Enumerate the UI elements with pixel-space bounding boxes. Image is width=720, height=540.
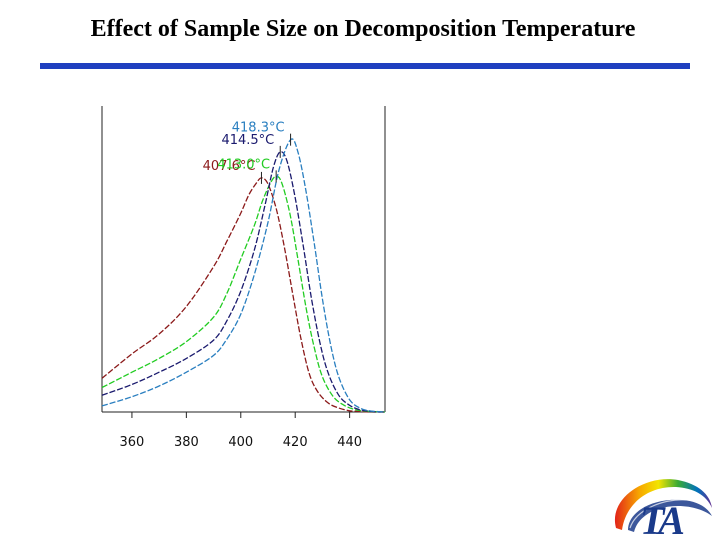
series-line-4 [101,138,386,413]
title-underline [40,63,690,69]
peak-label-2: 413.0°C [217,157,270,172]
x-tick-label: 360 [120,435,145,450]
peak-label-4: 418.3°C [232,121,285,136]
chart-series [101,138,386,413]
series-line-2 [101,175,386,413]
x-tick-label: 380 [174,435,199,450]
x-tick-label: 400 [228,435,253,450]
peak-label-1: 407.6°C [203,159,256,174]
peak-label-3: 414.5°C [221,133,274,148]
ta-logo-text: TA [640,498,684,538]
x-tick-label: 440 [337,435,362,450]
series-line-1 [101,177,386,413]
x-axis-ticks: 360 380 400 420 440 [120,412,362,450]
ta-logo: TA [614,479,712,538]
slide-title: Effect of Sample Size on Decomposition T… [90,16,636,42]
x-tick-label: 420 [283,435,308,450]
series-line-3 [101,151,386,413]
chart-axes [101,106,386,413]
